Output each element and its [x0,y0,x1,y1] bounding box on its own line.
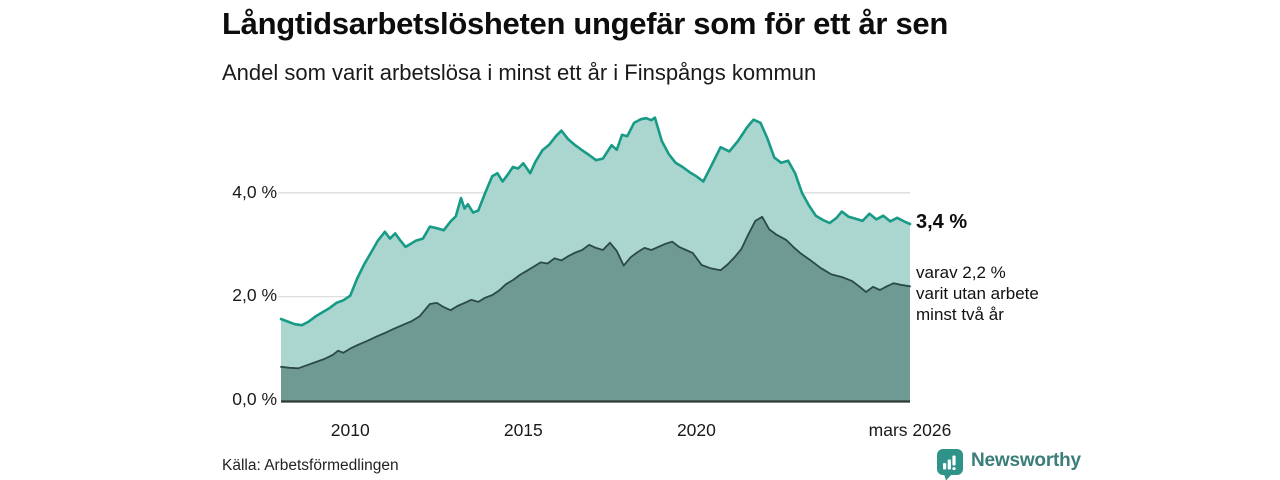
end-label-two-year-line1: varav 2,2 % [916,263,1006,283]
x-axis-tick-2010: 2010 [330,420,370,440]
y-axis-tick-4: 4,0 % [232,182,277,202]
newsworthy-wordmark: Newsworthy [971,450,1081,471]
end-label-two-year-line2: varit utan arbete [916,284,1039,304]
source-caption: Källa: Arbetsförmedlingen [222,457,399,474]
end-label-total: 3,4 % [916,211,968,234]
x-axis-tick-mars-2026: mars 2026 [868,420,952,440]
chart-subtitle: Andel som varit arbetslösa i minst ett å… [222,60,817,85]
y-axis-tick-2: 2,0 % [232,285,277,305]
end-label-two-year-line3: minst två år [916,305,1004,325]
end-label-two-year: varav 2,2 % varit utan arbete minst två … [916,262,1039,325]
x-axis-tick-2020: 2020 [676,420,716,440]
y-axis-tick-0: 0,0 % [232,389,277,409]
newsworthy-logo-icon [937,449,963,480]
page-title: Långtidsarbetslösheten ungefär som för e… [222,6,949,41]
x-axis-tick-2015: 2015 [503,420,543,440]
newsworthy-brand: Newsworthy [936,448,1081,480]
